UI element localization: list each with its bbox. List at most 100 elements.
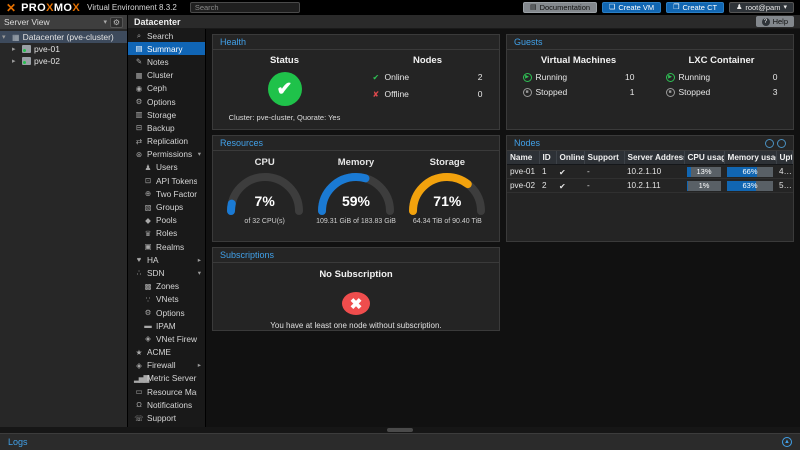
expander-icon[interactable]: ▸: [12, 58, 16, 65]
online-check-icon: ✔: [556, 164, 584, 179]
two-factor-icon: ⊕: [144, 189, 151, 199]
tree-item-datacenter[interactable]: ▾ ▦ Datacenter (pve-cluster): [0, 31, 127, 43]
tree-item-pve-02[interactable]: ▸ pve-02: [12, 56, 60, 66]
help-button[interactable]: ? Help: [755, 16, 794, 27]
create-ct-button[interactable]: ❒ Create CT: [666, 2, 725, 13]
sidebar-item-pools[interactable]: ◆ Pools: [128, 214, 205, 227]
resources-panel: Resources CPU 7% of 32 CPU(s) Memory 59%…: [212, 135, 500, 242]
logs-title: Logs: [8, 437, 28, 447]
panel-tool-icon[interactable]: [765, 138, 774, 148]
server-view-selector[interactable]: Server View ▾ ⚙: [0, 15, 128, 29]
online-check-icon: ✔: [556, 178, 584, 193]
create-vm-button[interactable]: ❏ Create VM: [602, 2, 662, 13]
cluster-status-text: Cluster: pve-cluster, Quorate: Yes: [228, 113, 341, 122]
sidebar-item-ceph[interactable]: ◉ Ceph: [135, 83, 167, 94]
sidebar-item-api-tokens[interactable]: ⊡ API Tokens: [144, 175, 197, 186]
sidebar-item-ha[interactable]: ♥ HA ▸: [128, 253, 205, 266]
guests-panel: Guests Virtual Machines ▶ Running 10 ■ Stop…: [506, 34, 794, 130]
panel-title: Guests: [514, 37, 543, 47]
chevron-down-icon: ▾: [103, 19, 107, 26]
cpu-usage-bar: 1%: [687, 180, 721, 191]
sidebar-item-summary[interactable]: ▤ Summary: [128, 42, 205, 56]
sidebar-item-resource-mappings[interactable]: ▭Resource Mappings: [135, 386, 197, 397]
question-icon: ?: [761, 17, 770, 26]
cube-icon: ❒: [673, 4, 680, 11]
sidebar-item-support[interactable]: ☏ Support: [134, 413, 177, 424]
version-label: Virtual Environment 8.3.2: [87, 3, 177, 12]
expand-up-icon[interactable]: ▲: [782, 437, 792, 447]
panel-tool-icon[interactable]: [777, 138, 786, 148]
tree-item-pve-01[interactable]: ▸ pve-01: [12, 44, 60, 54]
gear-icon[interactable]: ⚙: [110, 16, 123, 28]
vm-running-count: 10: [625, 72, 635, 82]
node-icon: [22, 45, 31, 53]
replication-icon: ⇄: [135, 136, 142, 146]
sidebar-item-firewall[interactable]: ◈ Firewall ▸: [128, 359, 205, 372]
documentation-button[interactable]: ▤ Documentation: [522, 2, 598, 13]
sidebar-item-vnets[interactable]: ∵ VNets: [128, 293, 205, 306]
online-count: 2: [477, 72, 483, 82]
play-circle-icon: ▶: [522, 72, 532, 82]
expander-icon[interactable]: ▸: [12, 46, 16, 53]
play-circle-icon: ▶: [665, 72, 675, 82]
user-menu-button[interactable]: ♟ root@pam ▾: [729, 2, 794, 13]
user-icon: ♟: [736, 4, 743, 11]
sidebar-item-sdn[interactable]: ∴ SDN ▾: [128, 266, 205, 279]
backup-icon: ⊟: [135, 123, 142, 133]
nodes-table: Name ID Online Support Server Address CP…: [507, 151, 793, 193]
top-bar: ✕ PROXMOX Virtual Environment 8.3.2 ▤Doc…: [0, 0, 800, 15]
logs-splitter[interactable]: [0, 427, 800, 433]
cpu-usage-bar: 13%: [687, 166, 721, 177]
shield-icon: ◈: [136, 360, 142, 370]
panel-title: Nodes: [514, 138, 541, 148]
error-circle-icon: ✖: [342, 292, 370, 315]
search-icon: ⌕: [136, 30, 141, 40]
main-body: ▾ ▦ Datacenter (pve-cluster) ▸ pve-01 ▸ …: [0, 29, 800, 427]
sidebar-item-permissions[interactable]: ⊛ Permissions ▾: [135, 149, 201, 160]
sidebar-item-storage[interactable]: ▥ Storage: [135, 109, 177, 120]
sidebar-item-groups[interactable]: ▧ Groups: [144, 202, 184, 213]
sidebar-item-zones[interactable]: ▩ Zones: [144, 281, 180, 292]
datacenter-icon: ▦: [12, 32, 20, 42]
check-icon: ✔: [372, 72, 380, 82]
table-row[interactable]: pve-01 1 ✔ - 10.2.1.10 13% 66% 47 days 0…: [507, 164, 793, 179]
sidebar-item-realms[interactable]: ▣ Realms: [144, 241, 185, 252]
sidebar-item-roles[interactable]: ♛ Roles: [144, 228, 178, 239]
cpu-percent: 7%: [254, 193, 275, 209]
vm-stopped-row: ■ Stopped 1: [522, 87, 635, 97]
sidebar-item-backup[interactable]: ⊟ Backup: [135, 122, 175, 133]
nodes-table-header[interactable]: Name ID Online Support Server Address CP…: [507, 151, 793, 165]
sidebar-item-notifications[interactable]: Ω Notifications: [128, 398, 205, 411]
sidebar-item-metric-server[interactable]: ▂▅▇ Metric Server: [134, 373, 197, 384]
sidebar-item-search[interactable]: ⌕ Search: [128, 29, 205, 42]
cpu-gauge: CPU 7% of 32 CPU(s): [221, 155, 309, 241]
global-search-input[interactable]: [189, 2, 300, 13]
sidebar-item-acme[interactable]: ★ ACME: [135, 347, 171, 358]
sidebar-item-notes[interactable]: ✎ Notes: [135, 56, 169, 67]
sidebar-item-vnet-firewall[interactable]: ◈VNet Firewall: [128, 332, 205, 345]
expander-icon[interactable]: ▾: [2, 34, 6, 41]
splitter-grip-icon: [387, 428, 413, 432]
certificate-icon: ★: [135, 347, 143, 357]
vm-heading: Virtual Machines: [540, 55, 617, 66]
table-row[interactable]: pve-02 2 ✔ - 10.2.1.11 1% 63% 50 days 22…: [507, 178, 793, 193]
proxmox-logo-icon: ✕: [6, 0, 17, 15]
storage-percent: 71%: [433, 193, 462, 209]
chevron-down-icon: ▾: [197, 269, 201, 277]
groups-icon: ▧: [144, 202, 151, 212]
sidebar-item-users[interactable]: ♟ Users: [144, 162, 178, 173]
support-icon: ☏: [134, 413, 143, 423]
sidebar-item-two-factor[interactable]: ⊕ Two Factor: [144, 188, 197, 199]
stop-circle-icon: ■: [665, 87, 675, 97]
bell-icon: Ω: [136, 400, 142, 410]
sidebar-item-replication[interactable]: ⇄ Replication: [135, 136, 189, 147]
sidebar-item-cluster[interactable]: ▦ Cluster: [135, 70, 174, 81]
nodes-heading: Nodes: [412, 55, 443, 66]
sidebar-item-ipam[interactable]: ▬ IPAM: [144, 320, 176, 331]
sidebar-item-sdn-options[interactable]: ⚙ Options: [144, 307, 185, 318]
memory-detail: 109.31 GiB of 183.83 GiB: [316, 218, 396, 225]
sidebar-item-options[interactable]: ⚙ Options: [135, 96, 176, 107]
chevron-right-icon: ▸: [197, 256, 201, 264]
token-icon: ⊡: [144, 176, 151, 186]
logs-bar[interactable]: Logs ▲: [0, 433, 800, 450]
